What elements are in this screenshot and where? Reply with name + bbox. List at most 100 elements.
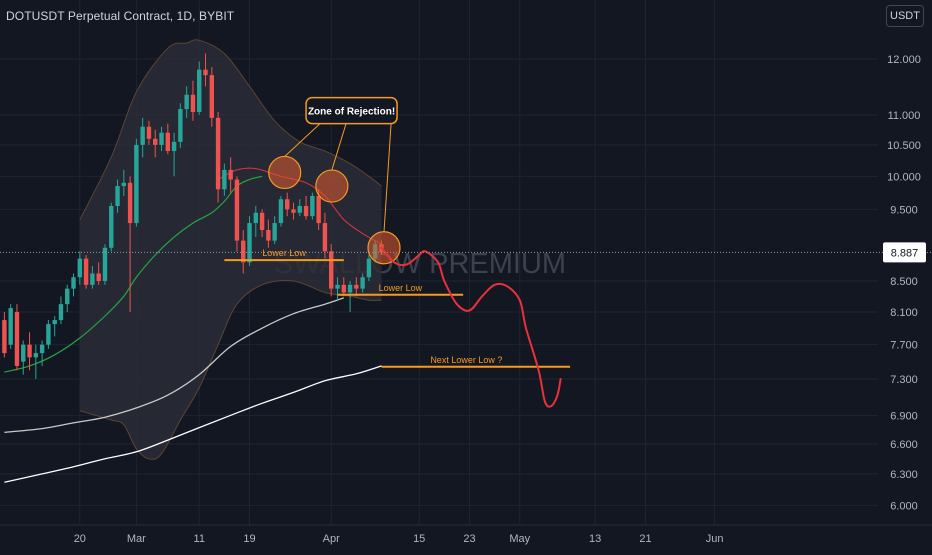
time-tick-label: Apr xyxy=(323,533,340,545)
candle-body xyxy=(102,247,108,282)
moving-averages xyxy=(4,175,382,483)
candle xyxy=(297,199,302,217)
currency-button[interactable]: USDT xyxy=(886,5,924,27)
candle xyxy=(247,216,252,267)
candle xyxy=(83,255,89,289)
candle-body xyxy=(171,141,177,152)
candle xyxy=(335,277,340,301)
ema-long-line xyxy=(4,297,344,434)
price-tick-label: 8.500 xyxy=(890,276,918,288)
candle xyxy=(8,304,13,349)
candle xyxy=(322,212,328,259)
candle-body xyxy=(178,109,183,142)
candle-body xyxy=(316,195,321,224)
candle-body xyxy=(77,258,83,278)
annotations: Lower Low Lower Low Next Lower Low ? Zone o… xyxy=(224,96,571,408)
time-tick-label: 15 xyxy=(413,533,425,545)
price-tick-label: 12.000 xyxy=(887,54,921,66)
candle xyxy=(159,126,164,152)
current-price-label-bg xyxy=(883,242,926,263)
time-tick-label: 19 xyxy=(243,533,255,545)
candle xyxy=(115,179,120,213)
candle-body xyxy=(90,273,95,285)
rejection-circle xyxy=(315,169,349,203)
price-axis[interactable]: 12.000 11.000 10.500 10.000 9.500 8.500 8.100 7… xyxy=(887,54,921,513)
candle xyxy=(134,138,139,227)
candle xyxy=(90,266,95,289)
candle-body xyxy=(65,288,70,305)
time-tick-label: Mar xyxy=(127,533,146,545)
band-mid-line xyxy=(217,167,382,245)
candle-body xyxy=(322,223,328,252)
candle-body xyxy=(215,117,221,190)
candle xyxy=(65,284,70,313)
candle-body xyxy=(190,94,196,112)
candle-body xyxy=(310,195,315,217)
lower-low-1-label: Lower Low xyxy=(262,248,306,258)
price-tick-label: 6.000 xyxy=(890,500,918,512)
candle-body xyxy=(121,182,127,187)
callout-pointer xyxy=(331,123,347,171)
candle-body xyxy=(203,69,208,76)
candle-body xyxy=(46,324,51,345)
candle-body xyxy=(259,212,265,231)
candle xyxy=(303,195,309,220)
projection-path xyxy=(380,246,562,408)
price-tick-label: 6.300 xyxy=(890,469,918,481)
candle-body xyxy=(341,284,346,293)
price-tick-label: 6.600 xyxy=(890,439,918,451)
time-tick-label: Jun xyxy=(706,533,724,545)
candle xyxy=(253,205,258,238)
candle xyxy=(222,163,227,196)
candle xyxy=(165,123,171,155)
candle xyxy=(241,230,246,274)
candle-body xyxy=(222,169,227,190)
price-tick-label: 7.700 xyxy=(890,340,918,352)
candle-body xyxy=(127,182,133,224)
price-tick-label: 9.500 xyxy=(890,204,918,216)
candle xyxy=(266,219,271,248)
candle-body xyxy=(209,75,215,118)
candle xyxy=(354,277,359,297)
candle-body xyxy=(109,205,114,248)
candle xyxy=(347,281,353,313)
price-tick-label: 6.900 xyxy=(890,410,918,422)
candle xyxy=(127,176,133,313)
candle xyxy=(109,202,114,252)
candle xyxy=(291,202,296,220)
time-tick-label: 11 xyxy=(194,533,205,545)
candle xyxy=(209,66,215,127)
candle-body xyxy=(329,251,334,289)
time-tick-label: 20 xyxy=(74,533,86,545)
candle-body xyxy=(303,205,309,217)
candle-body xyxy=(253,212,258,224)
candle xyxy=(46,320,51,349)
candle-body xyxy=(335,284,340,289)
callout-pointer xyxy=(284,123,321,157)
candle xyxy=(259,209,265,238)
candle xyxy=(153,129,158,158)
current-price-label: 8.887 xyxy=(883,242,926,263)
price-tick-label: 10.000 xyxy=(887,171,921,183)
price-tick-label: 8.100 xyxy=(890,307,918,319)
candle-body xyxy=(115,186,120,206)
zone-label-box xyxy=(305,96,398,125)
time-tick-label: 23 xyxy=(463,533,475,545)
candle xyxy=(77,251,83,285)
candle-body xyxy=(71,277,76,289)
candle-body xyxy=(241,240,246,263)
candle xyxy=(215,111,221,203)
lower-low-2-label: Lower Low xyxy=(379,283,423,293)
time-axis[interactable]: 20 Mar 11 19 Apr 15 23 May 13 21 Jun xyxy=(0,524,932,545)
time-tick-label: May xyxy=(509,533,530,545)
candle xyxy=(39,340,45,366)
candle-body xyxy=(278,199,284,224)
candle xyxy=(190,80,196,121)
candle-body xyxy=(197,69,202,112)
candle-body xyxy=(347,284,353,293)
candle xyxy=(140,117,145,158)
candle-body xyxy=(266,230,271,241)
candle-body xyxy=(27,344,32,358)
